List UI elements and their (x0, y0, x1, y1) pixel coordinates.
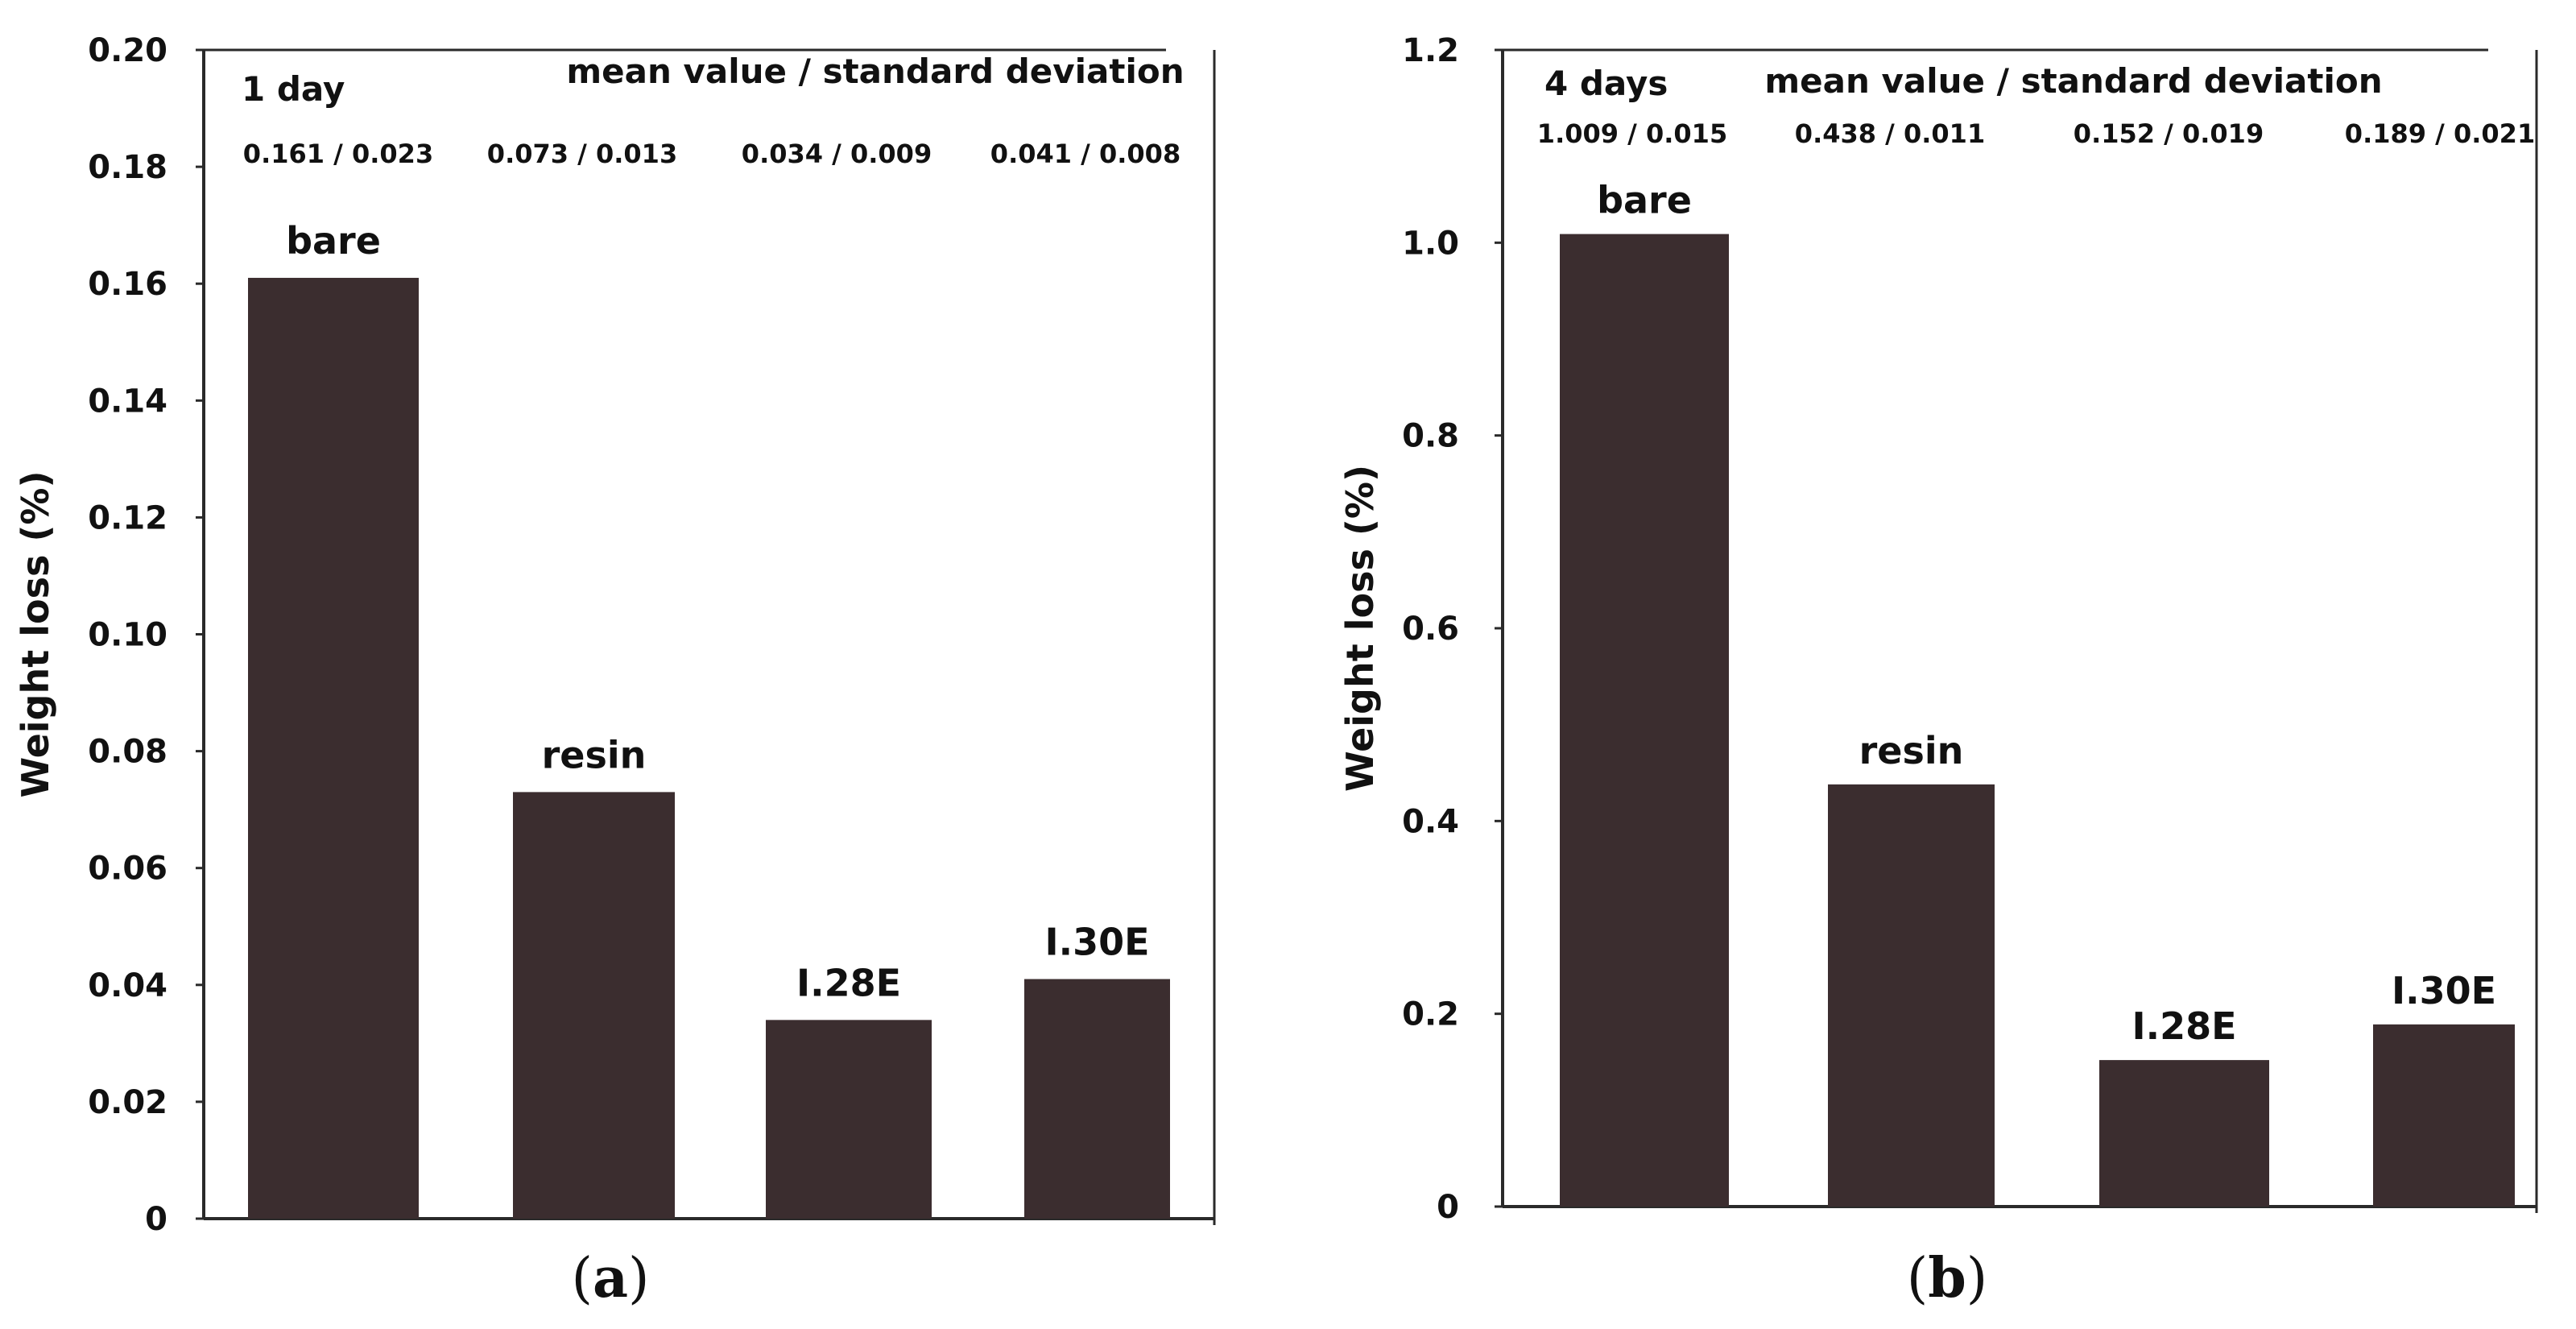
y-tick-label: 0.14 (88, 383, 167, 420)
bar (1560, 234, 1729, 1207)
stat-label: 0.438 / 0.011 (1795, 118, 1985, 149)
panel-a: 0 0.02 0.04 0.06 0.08 0.10 0.12 0.14 0.16 0.18 0.2… (14, 32, 1216, 1310)
stats-header: mean value / standard deviation (566, 52, 1184, 91)
stat-label: 0.152 / 0.019 (2074, 118, 2264, 149)
y-tick-label: 0.18 (88, 149, 167, 186)
y-tick-label: 0.10 (88, 617, 167, 654)
bar (513, 792, 675, 1219)
bar (2373, 1024, 2515, 1207)
stat-label: 0.073 / 0.013 (487, 139, 677, 169)
y-tick-label: 1.2 (1402, 32, 1459, 69)
stats-header: mean value / standard deviation (1764, 61, 2382, 101)
bar (1828, 784, 1995, 1207)
stat-label: 0.041 / 0.008 (990, 139, 1180, 169)
bar-category-label: bare (286, 219, 381, 263)
bar-category-label: I.30E (1044, 921, 1149, 964)
panel-label: (a) (571, 1246, 649, 1310)
y-tick-label: 0.6 (1402, 611, 1459, 648)
y-tick-label: 0.06 (88, 851, 167, 888)
bar-category-label: I.28E (796, 961, 901, 1004)
y-tick-label: 0.16 (88, 266, 167, 303)
bar-category-label: I.30E (2392, 969, 2496, 1012)
bar (2099, 1060, 2269, 1207)
y-axis-label: Weight loss (%) (1338, 465, 1382, 792)
period-label: 1 day (242, 69, 345, 109)
y-tick-label: 0.12 (88, 499, 167, 536)
y-tick-label: 1.0 (1402, 225, 1459, 262)
y-tick-label: 0 (145, 1201, 167, 1238)
y-tick-label: 0.2 (1402, 996, 1459, 1033)
stat-label: 0.034 / 0.009 (742, 139, 932, 169)
y-tick-label: 0.4 (1402, 803, 1459, 840)
y-tick-label: 0.02 (88, 1084, 167, 1121)
bar (766, 1020, 932, 1219)
bar (248, 277, 419, 1219)
y-tick-label: 0.8 (1402, 418, 1459, 455)
bar-category-label: I.28E (2132, 1004, 2236, 1048)
panel-b: 0 0.2 0.4 0.6 0.8 1.0 1.2 Weight loss (%) 4 days… (1338, 32, 2538, 1310)
stat-label: 0.189 / 0.021 (2345, 118, 2535, 149)
y-tick-label: 0 (1437, 1189, 1459, 1226)
stat-label: 0.161 / 0.023 (243, 139, 433, 169)
y-tick-label: 0.04 (88, 967, 167, 1004)
period-label: 4 days (1544, 64, 1668, 103)
bar-category-label: resin (1859, 729, 1964, 772)
panel-label: (b) (1907, 1246, 1988, 1310)
y-tick-label: 0.08 (88, 734, 167, 771)
y-tick-label: 0.20 (88, 32, 167, 69)
bar (1024, 979, 1170, 1219)
y-axis-label: Weight loss (%) (14, 470, 57, 797)
bar-category-label: bare (1597, 179, 1692, 222)
stat-label: 1.009 / 0.015 (1537, 118, 1727, 149)
bar-category-label: resin (542, 733, 647, 776)
